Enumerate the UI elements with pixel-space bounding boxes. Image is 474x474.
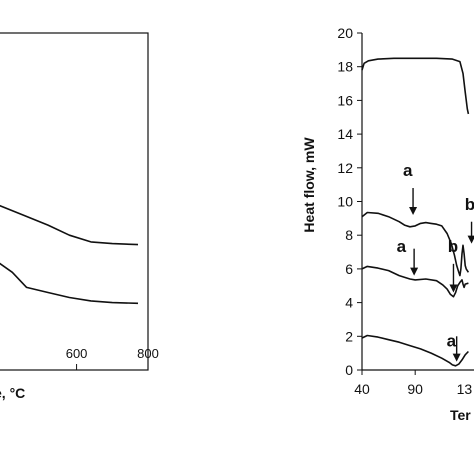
right-series-line-2 [361,265,469,298]
right-y-tick-label-1: 2 [345,328,353,344]
left-series-line-0 [0,204,139,246]
left-chart-panel: 600 800 ure, °C [0,32,159,401]
right-y-tick-label-3: 6 [345,261,353,277]
left-x-ticks: 600 800 [66,346,159,370]
right-y-tick-label-8: 16 [337,92,353,108]
left-series-group [0,204,139,305]
left-plot-frame [0,32,149,371]
right-y-tick-label-4: 8 [345,227,353,243]
right-y-tick-label-10: 20 [337,25,353,41]
right-x-tick-label-1: 90 [407,381,423,397]
right-x-tick-label-0: 40 [354,381,370,397]
right-series-line-1 [361,211,470,277]
annotation-arrow-head-7 [449,284,458,293]
right-y-tick-label-5: 10 [337,194,353,210]
right-y-tick-label-6: 12 [337,160,353,176]
right-x-ticks: 40 90 13 [354,370,472,397]
right-series-line-3 [361,334,469,367]
annotation-label-4: a [397,237,407,256]
right-y-ticks: 0 2 4 6 8 10 12 14 16 18 20 [337,25,362,378]
right-series-group [361,57,470,367]
annotation-arrow-head-9 [452,353,461,362]
right-y-axis-label: Heat flow, mW [301,137,317,233]
right-series-line-0 [361,57,470,115]
annotation-label-8: a [447,331,457,350]
right-y-tick-label-0: 0 [345,362,353,378]
left-x-tick-label-1: 800 [137,346,159,361]
right-y-tick-label-7: 14 [337,126,353,142]
annotation-arrow-head-5 [410,267,419,276]
left-series-line-1 [0,262,139,305]
left-x-tick-label-0: 600 [66,346,88,361]
right-x-tick-label-partial: 13 [457,381,473,397]
annotation-label-2: b [465,195,474,214]
left-x-axis-label: ure, °C [0,385,25,401]
annotation-label-0: a [403,161,413,180]
annotation-arrow-head-1 [409,206,418,215]
right-y-tick-label-2: 4 [345,295,353,311]
right-annotations: a b a b a [397,161,474,362]
right-chart-panel: 0 2 4 6 8 10 12 14 16 18 20 40 90 13 a b a b a Heat flow… [301,25,474,423]
right-x-axis-label: Ter [450,407,471,423]
annotation-arrow-head-3 [467,235,474,244]
right-y-tick-label-9: 18 [337,59,353,75]
annotation-label-6: b [448,237,458,256]
